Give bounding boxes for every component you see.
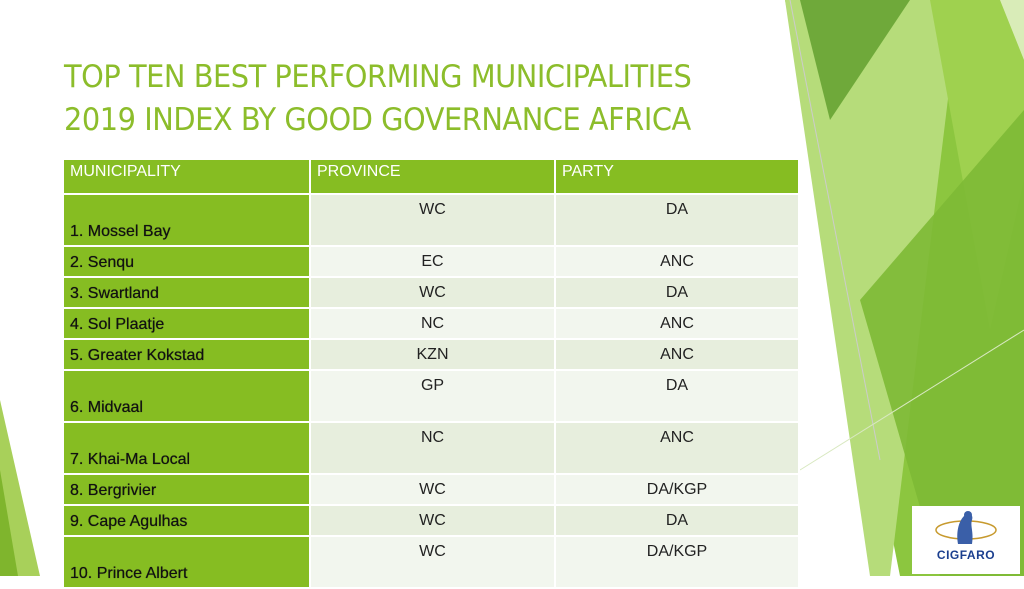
table-row: 5. Greater Kokstad KZN ANC (64, 339, 800, 371)
table-row: 4. Sol Plaatje NC ANC (64, 308, 800, 340)
province-cell: EC (310, 246, 556, 278)
left-facet-dark (0, 470, 18, 576)
deco-line (799, 329, 1024, 471)
table-header-row: MUNICIPALITY PROVINCE PARTY (64, 160, 800, 195)
header-province: PROVINCE (310, 160, 556, 195)
province-cell: WC (310, 277, 556, 309)
lion-emblem-icon (935, 511, 997, 544)
party-cell: ANC (555, 339, 800, 371)
logo-text: CIGFARO (936, 548, 996, 562)
party-cell: DA (555, 505, 800, 537)
deco-line (789, 0, 881, 461)
party-cell: DA/KGP (555, 536, 800, 589)
province-cell: NC (310, 308, 556, 340)
right-facet-dark-top (800, 0, 910, 120)
municipality-cell: 10. Prince Albert (64, 536, 311, 589)
province-cell: KZN (310, 339, 556, 371)
table-row: 1. Mossel Bay WC DA (64, 194, 800, 247)
party-cell: DA (555, 277, 800, 309)
header-party: PARTY (555, 160, 800, 195)
cigfaro-logo: CIGFARO (912, 506, 1020, 574)
title-line-2: 2019 INDEX BY GOOD GOVERNANCE AFRICA (64, 102, 691, 138)
province-cell: WC (310, 474, 556, 506)
province-cell: WC (310, 194, 556, 247)
header-municipality: MUNICIPALITY (64, 160, 311, 195)
party-cell: DA (555, 370, 800, 423)
table-row: 10. Prince Albert WC DA/KGP (64, 536, 800, 589)
table-row: 7. Khai-Ma Local NC ANC (64, 422, 800, 475)
table-row: 6. Midvaal GP DA (64, 370, 800, 423)
municipality-cell: 3. Swartland (64, 277, 311, 309)
party-cell: DA/KGP (555, 474, 800, 506)
party-cell: DA (555, 194, 800, 247)
party-cell: ANC (555, 422, 800, 475)
municipality-cell: 9. Cape Agulhas (64, 505, 311, 537)
page-title: TOP TEN BEST PERFORMING MUNICIPALITIES 2… (64, 56, 734, 142)
municipality-cell: 6. Midvaal (64, 370, 311, 423)
decorative-background (0, 0, 1024, 576)
province-cell: WC (310, 505, 556, 537)
table-row: 8. Bergrivier WC DA/KGP (64, 474, 800, 506)
table-row: 9. Cape Agulhas WC DA (64, 505, 800, 537)
province-cell: WC (310, 536, 556, 589)
municipalities-table: MUNICIPALITY PROVINCE PARTY 1. Mossel Ba… (64, 160, 800, 589)
municipality-cell: 2. Senqu (64, 246, 311, 278)
right-facet-mid (860, 110, 1024, 576)
party-cell: ANC (555, 308, 800, 340)
municipality-cell: 1. Mossel Bay (64, 194, 311, 247)
table-row: 3. Swartland WC DA (64, 277, 800, 309)
title-line-1: TOP TEN BEST PERFORMING MUNICIPALITIES (64, 59, 692, 95)
table-row: 2. Senqu EC ANC (64, 246, 800, 278)
municipality-cell: 4. Sol Plaatje (64, 308, 311, 340)
party-cell: ANC (555, 246, 800, 278)
province-cell: NC (310, 422, 556, 475)
province-cell: GP (310, 370, 556, 423)
municipality-cell: 7. Khai-Ma Local (64, 422, 311, 475)
right-facet-corner (1000, 0, 1024, 60)
municipality-cell: 8. Bergrivier (64, 474, 311, 506)
municipality-cell: 5. Greater Kokstad (64, 339, 311, 371)
